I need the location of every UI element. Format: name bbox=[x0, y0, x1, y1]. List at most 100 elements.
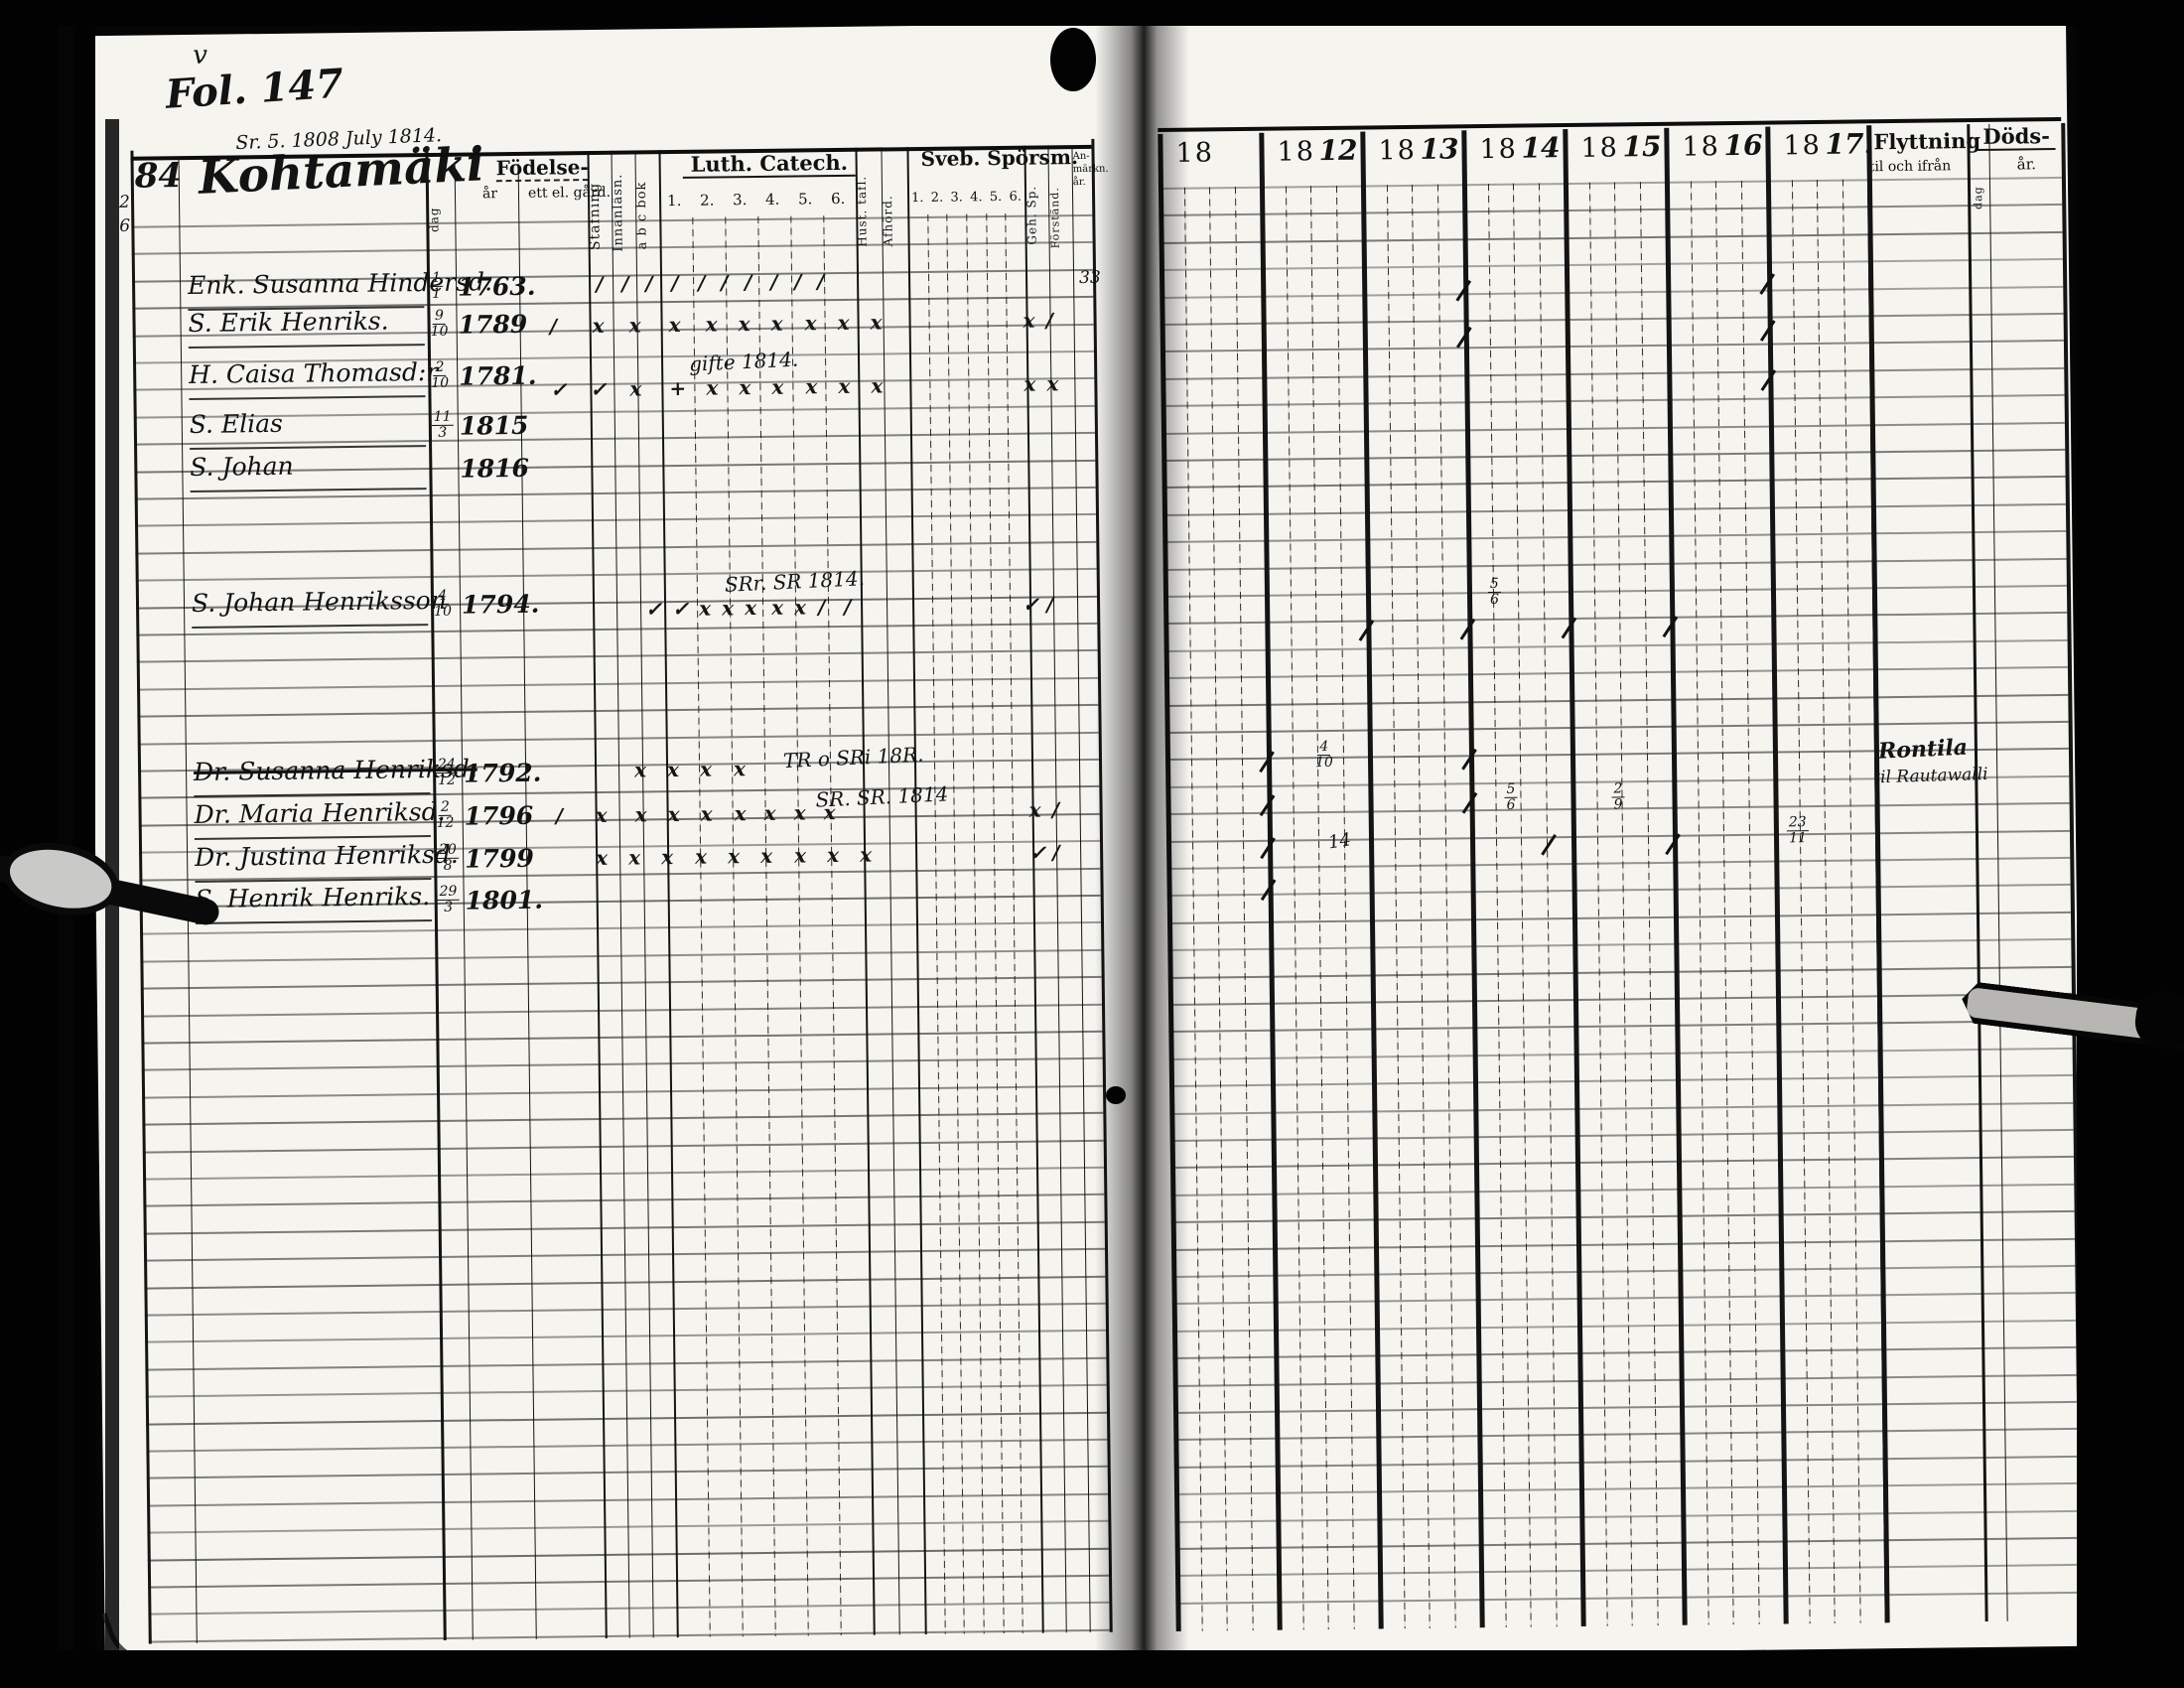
right-rule bbox=[1174, 1456, 2078, 1469]
right-rule bbox=[1169, 1074, 2073, 1087]
right-rule bbox=[1161, 422, 2065, 435]
catechism-mark: x bbox=[804, 313, 816, 333]
record-birth-day: 11 bbox=[430, 271, 443, 302]
catechism-mark: / bbox=[721, 272, 729, 292]
catechism-mark: / bbox=[794, 271, 802, 291]
right-rule bbox=[1160, 367, 2064, 380]
luth-subcol-number: 2. bbox=[700, 192, 715, 210]
communion-date-number: 14 bbox=[1327, 829, 1353, 853]
record-birth-year: 1801. bbox=[466, 886, 544, 915]
right-rule bbox=[1161, 449, 2065, 462]
record-name: S. Johan bbox=[190, 450, 426, 492]
sveb-subcol-number: 3. bbox=[950, 190, 963, 205]
record-birth-year: 1789 bbox=[458, 310, 527, 340]
year-column-border bbox=[1563, 129, 1585, 1626]
catechism-mark: x bbox=[805, 376, 817, 396]
record-birth-year: 1781. bbox=[459, 361, 537, 391]
catechism-mark: x bbox=[764, 803, 776, 823]
catechism-mark: x bbox=[661, 847, 673, 867]
right-rule bbox=[1164, 694, 2068, 707]
catechism-mark: x bbox=[871, 375, 883, 395]
record-birth-day: 4 10 bbox=[434, 589, 452, 620]
right-rule bbox=[1170, 1184, 2074, 1196]
catechism-mark: x bbox=[870, 312, 882, 332]
year-label-printed: 18 bbox=[1580, 132, 1619, 163]
right-rule bbox=[1163, 612, 2067, 625]
right-rule bbox=[1160, 231, 2063, 244]
right-rule bbox=[1168, 993, 2072, 1006]
catechism-mark: x bbox=[838, 376, 850, 396]
scanned-ledger-page: v Fol. 147 84 2. 6. Sr. 5. 1808 July 181… bbox=[0, 0, 2184, 1688]
catechism-mark: / bbox=[844, 597, 852, 617]
catechism-mark: x bbox=[706, 377, 718, 397]
catechism-mark: ✓ bbox=[1029, 842, 1046, 862]
gutter-shadow bbox=[1095, 24, 1189, 1658]
column-label-forstand: Förständ. bbox=[1047, 149, 1061, 248]
catechism-mark: ✓ bbox=[1023, 595, 1039, 615]
left-grid-vline bbox=[855, 148, 875, 1635]
catechism-mark: x bbox=[667, 760, 679, 779]
catechism-mark: x bbox=[827, 845, 839, 865]
column-label-fodelse: Födelse- bbox=[496, 155, 589, 182]
sveb-subcol-number: 4. bbox=[970, 190, 983, 205]
catechism-mark: x bbox=[668, 315, 680, 335]
record-annotation: SRr. SR 1814. bbox=[724, 566, 865, 597]
catechism-mark: / bbox=[818, 597, 826, 617]
catechism-mark: x bbox=[770, 314, 782, 334]
record-name: H. Caisa Thomasd:r bbox=[189, 357, 425, 400]
communion-date-fraction: 29 bbox=[1611, 781, 1624, 812]
right-rule bbox=[1164, 639, 2068, 652]
communion-date-fraction: 56 bbox=[1504, 782, 1517, 813]
catechism-mark: x bbox=[629, 378, 641, 398]
right-rule bbox=[1168, 966, 2072, 979]
record-birth-day: 2 12 bbox=[436, 800, 454, 831]
right-rule bbox=[1160, 313, 2064, 326]
left-grid-vline bbox=[906, 147, 926, 1634]
year-label-written: 15 bbox=[1622, 130, 1661, 163]
sveb-subcol-number: 1. bbox=[911, 191, 924, 206]
left-grid-vline bbox=[658, 150, 678, 1637]
column-label-flyttning-sub: til och ifrån bbox=[1869, 158, 1952, 175]
right-rule bbox=[1167, 938, 2071, 951]
catechism-mark: x bbox=[760, 846, 772, 866]
record-birth-year: 1796 bbox=[464, 801, 533, 831]
left-grid-vline bbox=[1047, 145, 1066, 1632]
catechism-mark: x bbox=[837, 313, 849, 333]
year-label-written: 14 bbox=[1521, 131, 1560, 164]
catechism-mark: x bbox=[701, 804, 713, 824]
year-label-written: 13 bbox=[1420, 132, 1458, 165]
record-name: Dr. Justina Henriksd. bbox=[195, 840, 431, 883]
left-grid-vline bbox=[881, 147, 899, 1634]
left-grid-vline bbox=[1024, 146, 1043, 1633]
catechism-mark: / bbox=[556, 805, 564, 825]
catechism-mark: x bbox=[596, 805, 608, 825]
right-rule bbox=[1163, 585, 2067, 598]
record-name: S. Henrik Henriks. bbox=[195, 882, 431, 924]
year-label-written: 17. bbox=[1825, 127, 1873, 161]
record-birth-year: 1799 bbox=[465, 844, 534, 874]
catechism-mark: x bbox=[860, 845, 872, 865]
right-rule bbox=[1166, 857, 2070, 870]
catechism-mark: x bbox=[739, 377, 751, 397]
right-rule bbox=[1159, 177, 2062, 190]
right-rule bbox=[1174, 1482, 2078, 1495]
year-label-written: 16 bbox=[1723, 129, 1762, 162]
catechism-mark: / bbox=[621, 274, 629, 294]
catechism-mark: x bbox=[668, 804, 680, 824]
catechism-mark: ✓ bbox=[672, 599, 689, 619]
left-grid-vline bbox=[634, 150, 653, 1637]
record-birth-day: 11 3 bbox=[432, 410, 454, 441]
record-birth-year: 1792. bbox=[464, 759, 542, 788]
scan-border-bottom bbox=[0, 1650, 2184, 1688]
right-rule bbox=[1168, 1020, 2072, 1033]
catechism-mark: / bbox=[745, 272, 752, 292]
book-weight-left-grip bbox=[0, 833, 125, 925]
sveb-subcol-number: 5. bbox=[990, 190, 1003, 205]
communion-date-fraction: 56 bbox=[1488, 577, 1501, 608]
record-annotation: gifte 1814. bbox=[689, 348, 799, 376]
right-rule bbox=[1167, 912, 2071, 924]
communion-date-fraction: 4 10 bbox=[1315, 740, 1333, 771]
book-spread: v Fol. 147 84 2. 6. Sr. 5. 1808 July 181… bbox=[85, 12, 2086, 1670]
catechism-mark: / bbox=[1045, 310, 1053, 330]
catechism-mark: x bbox=[794, 597, 806, 617]
